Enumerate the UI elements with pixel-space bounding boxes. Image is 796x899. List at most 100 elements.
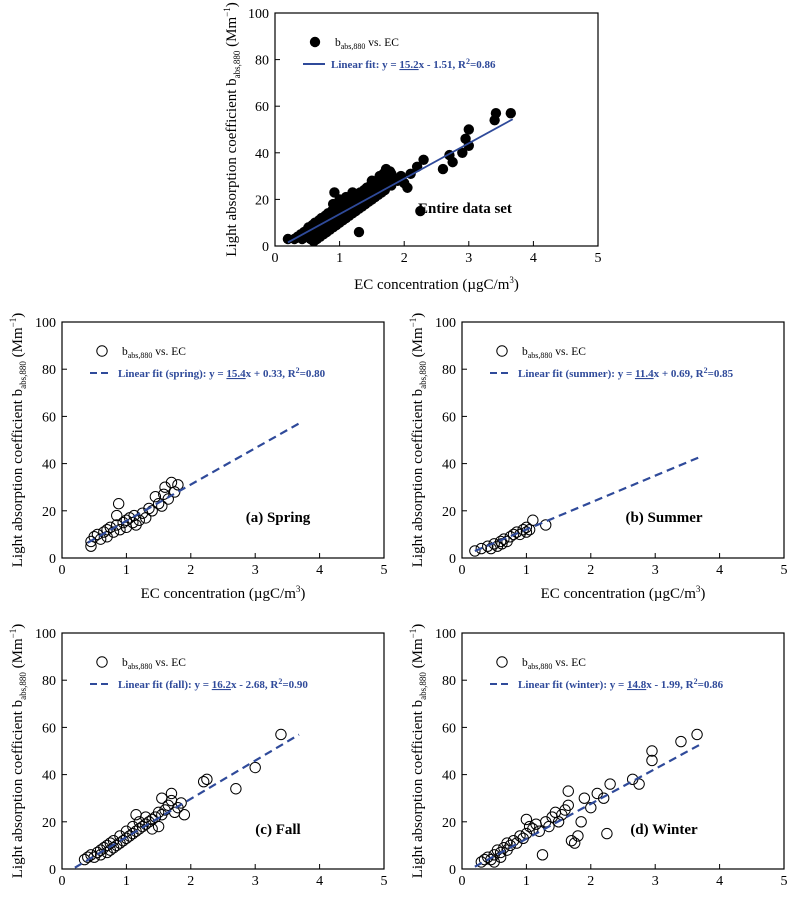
x-tick-label: 2 [187, 563, 194, 578]
data-point [156, 792, 168, 804]
x-axis-label: EC concentration (µgC/m3) [541, 584, 706, 602]
scatter-points [85, 476, 184, 552]
chart-summer: 0 1 2 3 4 5 0 20 40 60 80 100 babs,880 vs. EC Linear … [408, 313, 788, 602]
y-tick-label: 20 [442, 505, 456, 520]
legend-scatter-label: babs,880 vs. EC [122, 346, 186, 360]
data-point [597, 792, 610, 804]
data-point [149, 490, 162, 503]
panel-title: Entire data set [418, 201, 512, 217]
x-tick-label: 1 [123, 563, 130, 578]
data-point [197, 775, 210, 788]
chart-winter: 0 1 2 3 4 5 0 20 40 60 80 100 babs,880 vs. EC Linear … [408, 624, 788, 889]
data-point [249, 761, 261, 774]
data-point [520, 813, 533, 826]
y-tick-label: 80 [255, 54, 269, 69]
data-point [152, 820, 165, 833]
x-tick-label: 4 [716, 563, 723, 578]
data-point [569, 837, 581, 849]
data-point [201, 773, 213, 786]
data-point [353, 226, 365, 238]
fit-line [287, 118, 514, 244]
y-tick-label: 40 [42, 458, 56, 473]
y-tick-label: 40 [255, 147, 269, 162]
x-axis-label: EC concentration (µgC/m3) [141, 584, 306, 602]
y-tick-label: 0 [49, 552, 56, 567]
data-point [112, 498, 125, 510]
data-point [578, 792, 591, 804]
data-point [402, 182, 413, 193]
data-point [575, 816, 587, 828]
data-point [646, 754, 658, 767]
y-tick-label: 0 [449, 863, 456, 878]
plot-frame [461, 632, 785, 870]
data-point [572, 830, 584, 842]
data-point [133, 514, 145, 526]
data-point [520, 521, 533, 534]
data-point [437, 163, 449, 175]
legend-fit-label: Linear fit: y = 15.2x - 1.51, R2=0.86 [331, 57, 496, 71]
data-point [505, 107, 516, 119]
x-tick-label: 0 [459, 874, 466, 889]
y-axis-label: Light absorption coefficient babs,880 (M… [222, 2, 242, 257]
fit-line [474, 744, 700, 868]
data-point [175, 797, 187, 809]
x-tick-label: 1 [523, 874, 530, 889]
data-point [178, 809, 191, 821]
data-point [146, 505, 158, 517]
legend-scatter-label: babs,880 vs. EC [122, 657, 186, 671]
data-point [536, 849, 549, 861]
data-point [415, 205, 426, 217]
y-tick-label: 60 [442, 721, 456, 736]
y-tick-label: 40 [442, 458, 456, 473]
y-tick-label: 100 [35, 627, 56, 642]
y-tick-label: 100 [35, 316, 56, 331]
data-point [490, 107, 502, 119]
panel-title: (c) Fall [255, 822, 300, 838]
x-tick-label: 5 [381, 563, 388, 578]
data-point [691, 728, 703, 741]
y-axis-label: Light absorption coefficient babs,880 (M… [8, 624, 28, 879]
x-tick-label: 0 [459, 563, 466, 578]
data-point [540, 519, 552, 531]
fit-line [87, 422, 300, 544]
data-point [111, 509, 123, 522]
data-point [533, 825, 545, 837]
data-point [475, 542, 488, 555]
data-point [585, 801, 597, 814]
data-point [94, 533, 107, 545]
y-tick-label: 60 [255, 100, 269, 115]
data-point [447, 156, 458, 168]
data-point [162, 493, 174, 505]
legend-scatter-label: babs,880 vs. EC [522, 346, 586, 360]
y-tick-label: 20 [442, 816, 456, 831]
data-point [507, 528, 520, 541]
data-point [165, 787, 178, 800]
data-point [107, 526, 120, 538]
x-axis-label: EC concentration (µgC/m3) [354, 275, 519, 293]
scatter-points [469, 514, 552, 557]
x-tick-label: 5 [381, 874, 388, 889]
data-point [469, 545, 481, 557]
y-tick-label: 20 [42, 816, 56, 831]
y-tick-label: 20 [42, 505, 56, 520]
data-point [562, 799, 574, 811]
x-tick-label: 0 [59, 874, 66, 889]
plot-frame [274, 12, 599, 247]
scatter-points [78, 728, 287, 866]
legend-fit-label: Linear fit (winter): y = 14.8x - 1.99, R… [518, 677, 724, 691]
y-tick-label: 0 [49, 863, 56, 878]
data-point [675, 735, 687, 748]
data-point [482, 540, 494, 552]
panel-title: (d) Winter [630, 822, 698, 838]
legend-fit-label: Linear fit (spring): y = 15.4x + 0.33, R… [118, 366, 326, 380]
legend-scatter-label: babs,880 vs. EC [335, 37, 399, 51]
y-tick-label: 60 [42, 410, 56, 425]
x-tick-label: 1 [123, 874, 130, 889]
data-point [646, 745, 658, 757]
y-tick-label: 100 [435, 316, 456, 331]
y-tick-label: 80 [42, 363, 56, 378]
legend-marker [496, 656, 508, 668]
fit-line [74, 733, 300, 869]
y-tick-label: 40 [42, 769, 56, 784]
y-tick-label: 60 [442, 410, 456, 425]
